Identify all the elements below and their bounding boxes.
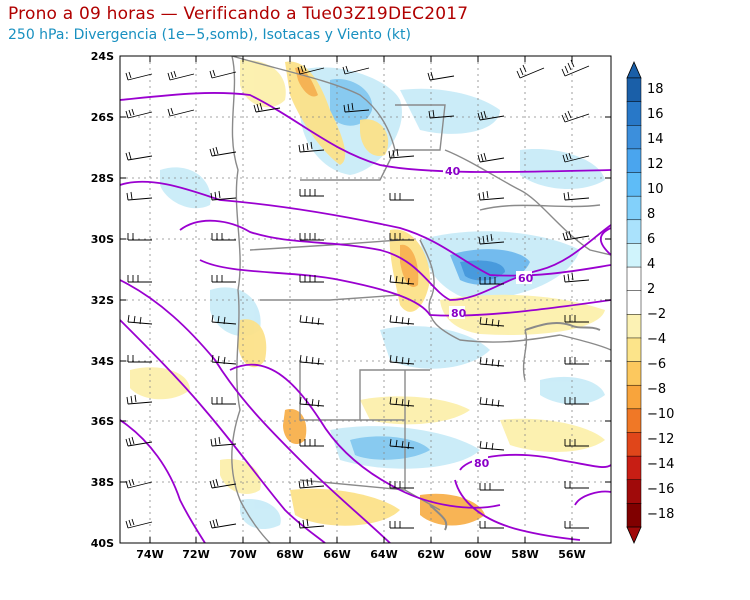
- colorbar-label-neg12: −12: [647, 432, 674, 447]
- colorbar-swatch: [626, 290, 642, 315]
- isotach-label-80: 80: [451, 307, 467, 320]
- lon-label-74w: 74W: [136, 548, 163, 561]
- lat-label-36s: 36S: [91, 415, 114, 428]
- colorbar-label-14: 14: [647, 132, 664, 147]
- map-title: Prono a 09 horas — Verificando a Tue03Z1…: [8, 4, 469, 24]
- colorbar-label-neg16: −16: [647, 482, 674, 497]
- colorbar-label-4: 4: [647, 257, 655, 272]
- lon-label-58w: 58W: [511, 548, 538, 561]
- lat-label-34s: 34S: [91, 355, 114, 368]
- political-borders: [231, 56, 611, 543]
- map-subtitle: 250 hPa: Divergencia (1e−5,somb), Isotac…: [8, 27, 411, 43]
- colorbar-label-6: 6: [647, 232, 655, 247]
- colorbar-swatch: [626, 195, 642, 221]
- colorbar-swatch: [626, 503, 642, 528]
- colorbar-swatch: [626, 219, 642, 244]
- lat-label-28s: 28S: [91, 172, 114, 185]
- colorbar-bottom-arrow: [626, 526, 642, 544]
- colorbar-labels: 18 16 14 12 10 8 6 4 2 −2 −4 −6 −8 −10 −…: [647, 82, 674, 522]
- colorbar-swatch: [626, 148, 642, 174]
- lon-label-72w: 72W: [182, 548, 209, 561]
- colorbar-swatches: [626, 77, 642, 528]
- colorbar-swatch: [626, 384, 642, 410]
- colorbar-label-neg8: −8: [647, 382, 666, 397]
- colorbar-swatch: [626, 455, 642, 481]
- colorbar-swatch: [626, 337, 642, 363]
- latitude-axis: [120, 55, 611, 544]
- colorbar-swatch: [626, 408, 642, 434]
- colorbar-label-2: 2: [647, 282, 655, 297]
- colorbar-label-neg2: −2: [647, 307, 666, 322]
- coastline: [429, 321, 601, 531]
- colorbar-label-neg6: −6: [647, 357, 666, 372]
- lat-label-24s: 24S: [91, 50, 114, 63]
- lon-label-64w: 64W: [370, 548, 397, 561]
- colorbar-label-neg14: −14: [647, 457, 674, 472]
- lat-label-32s: 32S: [91, 294, 114, 307]
- colorbar-swatch: [626, 243, 642, 268]
- isotach-label-40: 40: [445, 165, 461, 178]
- lat-label-26s: 26S: [91, 111, 114, 124]
- lat-label-30s: 30S: [91, 233, 114, 246]
- colorbar-swatch: [626, 101, 642, 126]
- lat-label-40s: 40S: [91, 537, 114, 550]
- colorbar-swatch: [626, 266, 642, 292]
- longitude-axis: [149, 56, 573, 543]
- isotach-label-60: 60: [518, 272, 534, 285]
- colorbar-label-10: 10: [647, 182, 664, 197]
- latitude-labels: 24S 26S 28S 30S 32S 34S 36S 38S 40S: [91, 50, 114, 550]
- colorbar-label-12: 12: [647, 157, 664, 172]
- lon-label-62w: 62W: [417, 548, 444, 561]
- wind-barbs: [125, 59, 590, 529]
- isotach-label-80-south: 80: [474, 457, 490, 470]
- colorbar-label-8: 8: [647, 207, 655, 222]
- colorbar-swatch: [626, 432, 642, 457]
- lon-label-68w: 68W: [276, 548, 303, 561]
- colorbar-label-18: 18: [647, 82, 664, 97]
- colorbar-swatch: [626, 361, 642, 386]
- lon-label-60w: 60W: [464, 548, 491, 561]
- colorbar-top-arrow: [626, 61, 642, 79]
- isotach-contours: [120, 92, 611, 543]
- divergence-negative-shading: [130, 59, 605, 526]
- colorbar-label-neg18: −18: [647, 507, 674, 522]
- lat-label-38s: 38S: [91, 476, 114, 489]
- graticule: [120, 56, 611, 543]
- lon-label-66w: 66W: [323, 548, 350, 561]
- longitude-labels: 74W 72W 70W 68W 66W 64W 62W 60W 58W 56W: [136, 548, 585, 561]
- colorbar: 18 16 14 12 10 8 6 4 2 −2 −4 −6 −8 −10 −…: [626, 61, 674, 544]
- lon-label-70w: 70W: [229, 548, 256, 561]
- lon-label-56w: 56W: [558, 548, 585, 561]
- colorbar-label-16: 16: [647, 107, 664, 122]
- colorbar-swatch: [626, 314, 642, 339]
- colorbar-swatch: [626, 479, 642, 504]
- isotach-labels: 40 60 80 80: [443, 164, 534, 470]
- colorbar-swatch: [626, 172, 642, 197]
- colorbar-label-neg4: −4: [647, 332, 666, 347]
- colorbar-label-neg10: −10: [647, 407, 674, 422]
- colorbar-swatch: [626, 77, 642, 103]
- colorbar-swatch: [626, 125, 642, 150]
